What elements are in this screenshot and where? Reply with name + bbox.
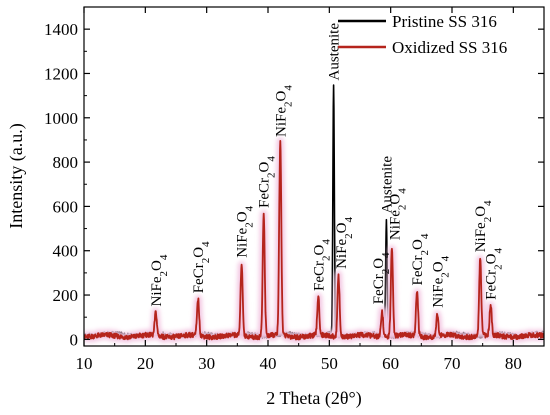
y-tick-label: 1400 [44, 20, 78, 39]
peak-label: NiFe2O4 [430, 255, 451, 307]
series-line-oxidized-ss-316 [84, 140, 544, 341]
x-tick-label: 60 [382, 354, 399, 373]
x-axis-title: 2 Theta (2θ°) [266, 388, 361, 409]
peak-label: FeCr2O4 [410, 233, 431, 285]
peak-label: Austenite [327, 23, 343, 81]
peak-label: FeCr2O4 [311, 239, 332, 291]
peak-label: Austenite [379, 156, 395, 214]
x-tick-label: 70 [444, 354, 461, 373]
peak-label: FeCr2O4 [371, 252, 392, 304]
peak-label: NiFe2O4 [334, 217, 355, 269]
peak-label: NiFe2O4 [235, 205, 256, 257]
y-tick-label: 0 [70, 330, 79, 349]
plot-frame [83, 6, 545, 347]
x-tick-label: 50 [321, 354, 338, 373]
y-tick-label: 1200 [44, 64, 78, 83]
peak-label: FeCr2O4 [257, 156, 278, 208]
x-tick-label: 30 [198, 354, 215, 373]
y-axis-title: Intensity (a.u.) [6, 123, 27, 228]
x-tick-label: 10 [76, 354, 93, 373]
peak-label: NiFe2O4 [387, 188, 408, 240]
legend: Pristine SS 316 Oxidized SS 316 [338, 12, 507, 57]
peak-label: FeCr2O4 [484, 248, 505, 300]
y-tick-label: 400 [53, 242, 79, 261]
legend-label-pristine-ss-316: Pristine SS 316 [392, 12, 497, 31]
plot-area [84, 84, 544, 343]
y-tick-label: 800 [53, 153, 79, 172]
peak-label: NiFe2O4 [149, 254, 170, 306]
legend-label-oxidized-ss-316: Oxidized SS 316 [392, 38, 507, 57]
peak-label: NiFe2O4 [273, 85, 294, 137]
x-tick-label: 40 [260, 354, 277, 373]
y-tick-label: 200 [53, 286, 79, 305]
peak-label: NiFe2O4 [473, 200, 494, 252]
y-tick-label: 1000 [44, 109, 78, 128]
x-tick-label: 80 [505, 354, 522, 373]
axes: 10 20 30 40 50 60 70 80020040060080010001200140… [44, 6, 545, 373]
peak-label: FeCr2O4 [191, 241, 212, 293]
y-tick-label: 600 [53, 197, 79, 216]
x-tick-label: 20 [137, 354, 154, 373]
